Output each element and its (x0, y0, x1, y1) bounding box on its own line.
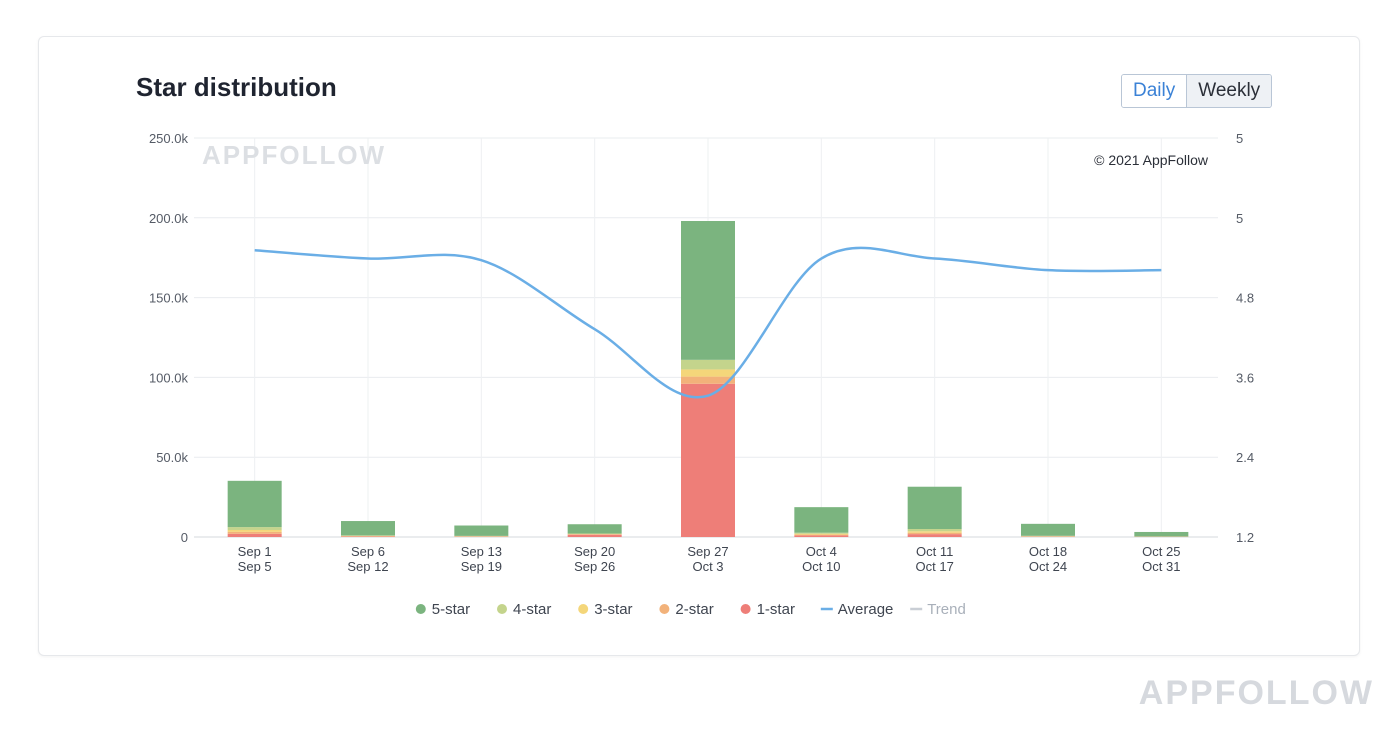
y-tick-label: 100.0k (149, 370, 189, 385)
x-tick-label: Oct 18 (1029, 544, 1067, 559)
x-tick-label: Oct 17 (916, 559, 954, 574)
bar-segment-5-star[interactable] (1134, 531, 1189, 537)
legend-dot-icon (578, 604, 589, 614)
bar-segment-5-star[interactable] (794, 507, 849, 533)
legend-item-trend[interactable]: Trend (910, 601, 966, 618)
copyright-label: © 2021 AppFollow (1094, 152, 1209, 168)
x-tick-label: Sep 6 (351, 544, 385, 559)
x-tick-label: Oct 4 (806, 544, 837, 559)
bar-segment-2-star[interactable] (794, 534, 849, 536)
bar-segment-1-star[interactable] (227, 533, 282, 537)
bar-segment-3-star[interactable] (227, 529, 282, 532)
left-axis: 0 50.0k 100.0k 150.0k 200.0k 250.0k (149, 131, 189, 545)
x-tick-label: Oct 11 (916, 544, 953, 559)
x-tick-label: Sep 26 (574, 559, 615, 574)
legend-item-4-star[interactable]: 4-star (497, 601, 551, 618)
x-tick-label: Oct 3 (692, 559, 723, 574)
bar-segment-4-star[interactable] (227, 527, 282, 530)
y-tick-label: 250.0k (149, 131, 189, 146)
legend-label: Trend (927, 601, 966, 618)
bar-segment-5-star[interactable] (907, 486, 962, 530)
x-tick-label: Oct 24 (1029, 559, 1067, 574)
x-tick-label: Sep 13 (461, 544, 502, 559)
x-tick-label: Sep 5 (238, 559, 272, 574)
y2-tick-label: 3.6 (1236, 370, 1254, 385)
daily-button[interactable]: Daily (1122, 75, 1188, 107)
legend-label: Average (838, 601, 894, 618)
legend-item-5-star[interactable]: 5-star (415, 601, 470, 618)
bar-segment-5-star[interactable] (341, 521, 395, 536)
average-line-group (254, 246, 1162, 399)
bar-segment-4-star[interactable] (907, 529, 962, 532)
bar-segment-4-star[interactable] (794, 532, 849, 534)
bar-segment-3-star[interactable] (907, 531, 962, 533)
legend-label: 4-star (513, 601, 551, 618)
y2-tick-label: 5 (1236, 131, 1243, 146)
legend-dot-icon (659, 604, 670, 614)
bar-segment-5-star[interactable] (681, 220, 735, 360)
legend-label: 5-star (432, 601, 470, 618)
chart-watermark: APPFOLLOW (202, 140, 386, 170)
legend-dot-icon (740, 604, 751, 614)
y-tick-label: 50.0k (156, 450, 188, 465)
bar-segment-5-star[interactable] (567, 524, 622, 534)
y-tick-label: 0 (181, 530, 188, 545)
x-tick-label: Sep 20 (574, 544, 615, 559)
y-tick-label: 150.0k (149, 291, 189, 306)
period-toggle: Daily Weekly (1121, 74, 1273, 108)
bar-segment-3-star[interactable] (681, 369, 735, 377)
bar-segment-5-star[interactable] (1021, 523, 1075, 536)
bar-segment-2-star[interactable] (907, 532, 962, 535)
page-watermark: APPFOLLOW (1138, 674, 1374, 712)
weekly-button[interactable]: Weekly (1187, 75, 1272, 107)
y2-tick-label: 1.2 (1236, 530, 1254, 545)
page-title: Star distribution (136, 72, 337, 102)
y-tick-label: 200.0k (149, 211, 189, 226)
bar-segment-1-star[interactable] (567, 534, 622, 537)
average-line[interactable] (254, 246, 1162, 399)
legend-item-3-star[interactable]: 3-star (578, 601, 633, 618)
bar-segment-3-star[interactable] (794, 533, 849, 535)
x-tick-label: Sep 12 (347, 559, 388, 574)
legend-item-1-star[interactable]: 1-star (740, 601, 795, 618)
x-tick-label: Oct 25 (1142, 544, 1180, 559)
legend-item-2-star[interactable]: 2-star (659, 601, 714, 618)
y2-tick-label: 2.4 (1236, 450, 1254, 465)
bar-segment-2-star[interactable] (227, 531, 282, 534)
y2-tick-label: 4.8 (1236, 291, 1254, 306)
bar-segment-4-star[interactable] (681, 359, 735, 370)
bar-segment-1-star[interactable] (907, 534, 962, 537)
x-tick-label: Oct 31 (1142, 559, 1180, 574)
bar-stacks (227, 220, 1189, 537)
x-tick-label: Sep 19 (461, 559, 502, 574)
y2-tick-label: 5 (1236, 211, 1243, 226)
x-tick-label: Sep 1 (238, 544, 272, 559)
bar-segment-2-star[interactable] (681, 376, 735, 384)
x-tick-label: Sep 27 (687, 544, 728, 559)
bar-segment-5-star[interactable] (454, 525, 509, 536)
x-tick-label: Oct 10 (802, 559, 840, 574)
legend-dot-icon (497, 604, 507, 614)
bar-segment-5-star[interactable] (227, 480, 282, 528)
legend-label: 1-star (757, 601, 795, 618)
bar-segment-1-star[interactable] (681, 383, 735, 537)
right-axis: 1.2 2.4 3.6 4.8 5 5 (1236, 131, 1254, 545)
legend-label: 3-star (594, 601, 632, 618)
chart-legend: 5-star 4-star 3-star 2-star 1-star Average Tre… (415, 601, 966, 618)
legend-item-average[interactable]: Average (820, 601, 894, 618)
legend-dot-icon (415, 604, 426, 614)
legend-label: 2-star (675, 601, 713, 618)
bar-segment-1-star[interactable] (794, 535, 849, 537)
